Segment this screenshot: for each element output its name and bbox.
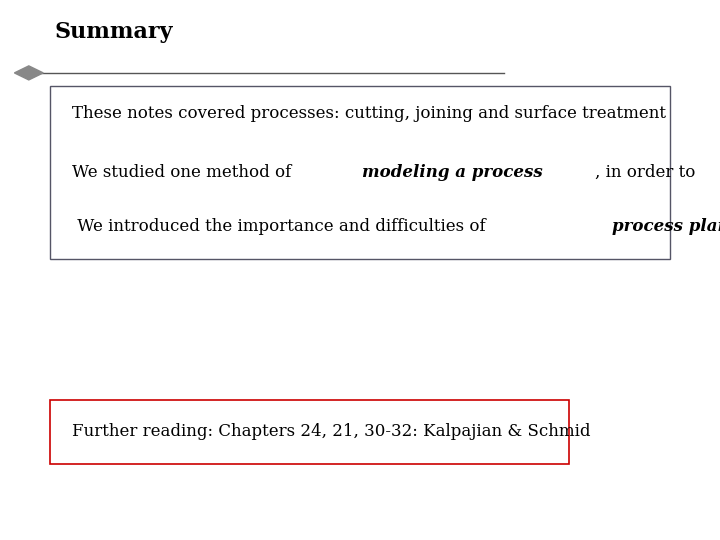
Text: We studied one method of: We studied one method of [72, 164, 297, 181]
FancyBboxPatch shape [50, 400, 569, 464]
Text: Summary: Summary [54, 21, 173, 43]
Text: , in order to: , in order to [595, 164, 701, 181]
Text: We introduced the importance and difficulties of: We introduced the importance and difficu… [72, 218, 491, 235]
Text: process planning: process planning [613, 218, 720, 235]
Polygon shape [14, 66, 43, 80]
Text: modeling a process: modeling a process [361, 164, 542, 181]
Text: Further reading: Chapters 24, 21, 30-32: Kalpajian & Schmid: Further reading: Chapters 24, 21, 30-32:… [72, 423, 590, 441]
FancyBboxPatch shape [50, 86, 670, 259]
Text: These notes covered processes: cutting, joining and surface treatment: These notes covered processes: cutting, … [72, 105, 666, 122]
